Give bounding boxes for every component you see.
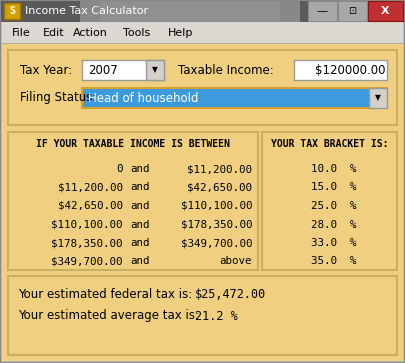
Text: 15.0  %: 15.0 % — [311, 183, 356, 192]
Text: Your estimated average tax is:: Your estimated average tax is: — [18, 310, 199, 322]
Bar — [262, 132, 397, 270]
Text: Tools: Tools — [123, 28, 150, 38]
Text: and: and — [130, 183, 149, 192]
Text: ▼: ▼ — [375, 94, 381, 102]
Text: $42,650.00: $42,650.00 — [187, 183, 252, 192]
Bar — [80, 0, 300, 22]
Bar — [308, 1, 337, 21]
Text: X: X — [381, 6, 389, 16]
Text: File: File — [12, 28, 31, 38]
Text: $178,350.00: $178,350.00 — [51, 238, 123, 248]
Text: $120000.00: $120000.00 — [315, 64, 385, 77]
Text: $110,100.00: $110,100.00 — [181, 201, 252, 211]
Text: and: and — [130, 220, 149, 229]
Text: $42,650.00: $42,650.00 — [58, 201, 123, 211]
Bar — [146, 60, 164, 80]
Text: $25,472.00: $25,472.00 — [195, 287, 266, 301]
Bar — [8, 50, 397, 125]
Bar — [8, 276, 397, 355]
Text: $178,350.00: $178,350.00 — [181, 220, 252, 229]
Text: 2007: 2007 — [88, 64, 118, 77]
Bar — [0, 0, 405, 22]
Text: ⊡: ⊡ — [348, 6, 356, 16]
Bar — [2, 44, 403, 361]
Text: Tax Year:: Tax Year: — [20, 64, 72, 77]
Bar — [294, 60, 387, 80]
Text: —: — — [316, 6, 328, 16]
Text: Help: Help — [168, 28, 193, 38]
Text: IF YOUR TAXABLE INCOME IS BETWEEN: IF YOUR TAXABLE INCOME IS BETWEEN — [36, 139, 230, 149]
Text: 25.0  %: 25.0 % — [311, 201, 356, 211]
Text: 10.0  %: 10.0 % — [311, 164, 356, 174]
Text: $11,200.00: $11,200.00 — [187, 164, 252, 174]
Bar — [2, 22, 403, 44]
Text: and: and — [130, 257, 149, 266]
Bar — [100, 0, 280, 22]
Bar — [369, 88, 387, 108]
Text: $349,700.00: $349,700.00 — [51, 257, 123, 266]
Text: 21.2 %: 21.2 % — [195, 310, 238, 322]
Text: Your estimated federal tax is:: Your estimated federal tax is: — [18, 287, 192, 301]
Text: 35.0  %: 35.0 % — [311, 257, 356, 266]
Text: 28.0  %: 28.0 % — [311, 220, 356, 229]
Bar — [4, 3, 20, 19]
Bar — [8, 132, 258, 270]
Text: S: S — [9, 6, 15, 16]
Text: $349,700.00: $349,700.00 — [181, 238, 252, 248]
Text: Filing Status:: Filing Status: — [20, 91, 96, 105]
Text: $11,200.00: $11,200.00 — [58, 183, 123, 192]
Text: above: above — [220, 257, 252, 266]
Text: Taxable Income:: Taxable Income: — [178, 64, 274, 77]
Text: ▼: ▼ — [152, 65, 158, 74]
Bar — [338, 1, 367, 21]
Text: Action: Action — [73, 28, 108, 38]
Text: and: and — [130, 164, 149, 174]
Text: $110,100.00: $110,100.00 — [51, 220, 123, 229]
Text: Head of household: Head of household — [88, 91, 198, 105]
Text: Income Tax Calculator: Income Tax Calculator — [25, 6, 148, 16]
Text: 33.0  %: 33.0 % — [311, 238, 356, 248]
Bar — [368, 1, 403, 21]
Text: Edit: Edit — [43, 28, 65, 38]
Bar — [82, 60, 164, 80]
Text: and: and — [130, 201, 149, 211]
Text: YOUR TAX BRACKET IS:: YOUR TAX BRACKET IS: — [271, 139, 388, 149]
Text: 0: 0 — [117, 164, 123, 174]
Text: and: and — [130, 238, 149, 248]
Bar — [82, 88, 387, 108]
Bar — [2, 43, 403, 44]
